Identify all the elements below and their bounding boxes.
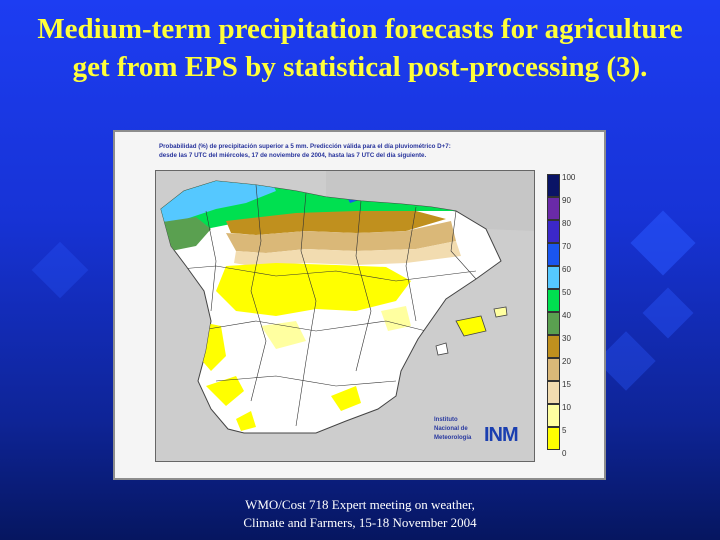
legend-label: 30	[562, 334, 571, 343]
legend-swatch	[547, 266, 560, 289]
band-5-center	[216, 263, 411, 316]
map-header: Probabilidad (%) de precipitación superi…	[159, 142, 599, 160]
legend-label: 60	[562, 265, 571, 274]
legend-label: 15	[562, 380, 571, 389]
legend-label: 90	[562, 196, 571, 205]
band-5-south	[206, 376, 244, 406]
france-region	[326, 171, 534, 231]
band-10-patch	[261, 321, 306, 349]
background-diamond	[31, 241, 89, 299]
inm-logo: Instituto Nacional de Meteorología INM	[434, 416, 530, 458]
legend-swatch	[547, 358, 560, 381]
band-10-patch	[381, 306, 411, 331]
band-20	[226, 221, 456, 253]
legend-swatch	[547, 335, 560, 358]
band-15	[234, 241, 461, 267]
band-30	[226, 211, 446, 235]
legend-label: 50	[562, 288, 571, 297]
map-header-line-1: Probabilidad (%) de precipitación superi…	[159, 143, 451, 150]
band-5-southeast	[331, 386, 361, 411]
logo-text: Instituto Nacional de Meteorología	[434, 417, 472, 441]
legend-label: 80	[562, 219, 571, 228]
legend-swatch	[547, 427, 560, 450]
legend-swatch	[547, 243, 560, 266]
legend-swatch	[547, 312, 560, 335]
legend-label: 5	[562, 426, 567, 435]
slide-footer: WMO/Cost 718 Expert meeting on weather, …	[243, 497, 477, 530]
map-header-line-2: desde las 7 UTC del miércoles, 17 de nov…	[159, 152, 427, 159]
band-5-strait	[236, 411, 256, 431]
probability-map	[156, 171, 534, 461]
legend-swatch	[547, 174, 560, 197]
slide-title: Medium-term precipitation forecasts for …	[37, 13, 683, 83]
legend-swatch	[547, 289, 560, 312]
forecast-map-image: Probabilidad (%) de precipitación superi…	[113, 130, 606, 480]
legend-label: 100	[562, 173, 576, 182]
map-panel: Instituto Nacional de Meteorología INM	[155, 170, 535, 462]
legend-swatch	[547, 197, 560, 220]
legend-swatch	[547, 381, 560, 404]
logo-mark: INM	[484, 424, 519, 446]
balearic-island-ibiza	[435, 342, 449, 356]
province-borders	[161, 184, 477, 427]
legend-label: 40	[562, 311, 571, 320]
color-legend: 100 90 80 70 60 50 40 30 20 15 10 5 0	[547, 174, 597, 464]
legend-swatch	[547, 220, 560, 243]
legend-label: 20	[562, 357, 571, 366]
balearic-island-menorca	[493, 306, 508, 318]
balearic-island-mallorca	[455, 315, 487, 337]
legend-label: 70	[562, 242, 571, 251]
legend-swatch	[547, 404, 560, 427]
background-diamond	[642, 287, 694, 339]
legend-label: 0	[562, 449, 567, 458]
legend-label: 10	[562, 403, 571, 412]
background-diamond	[630, 210, 696, 276]
